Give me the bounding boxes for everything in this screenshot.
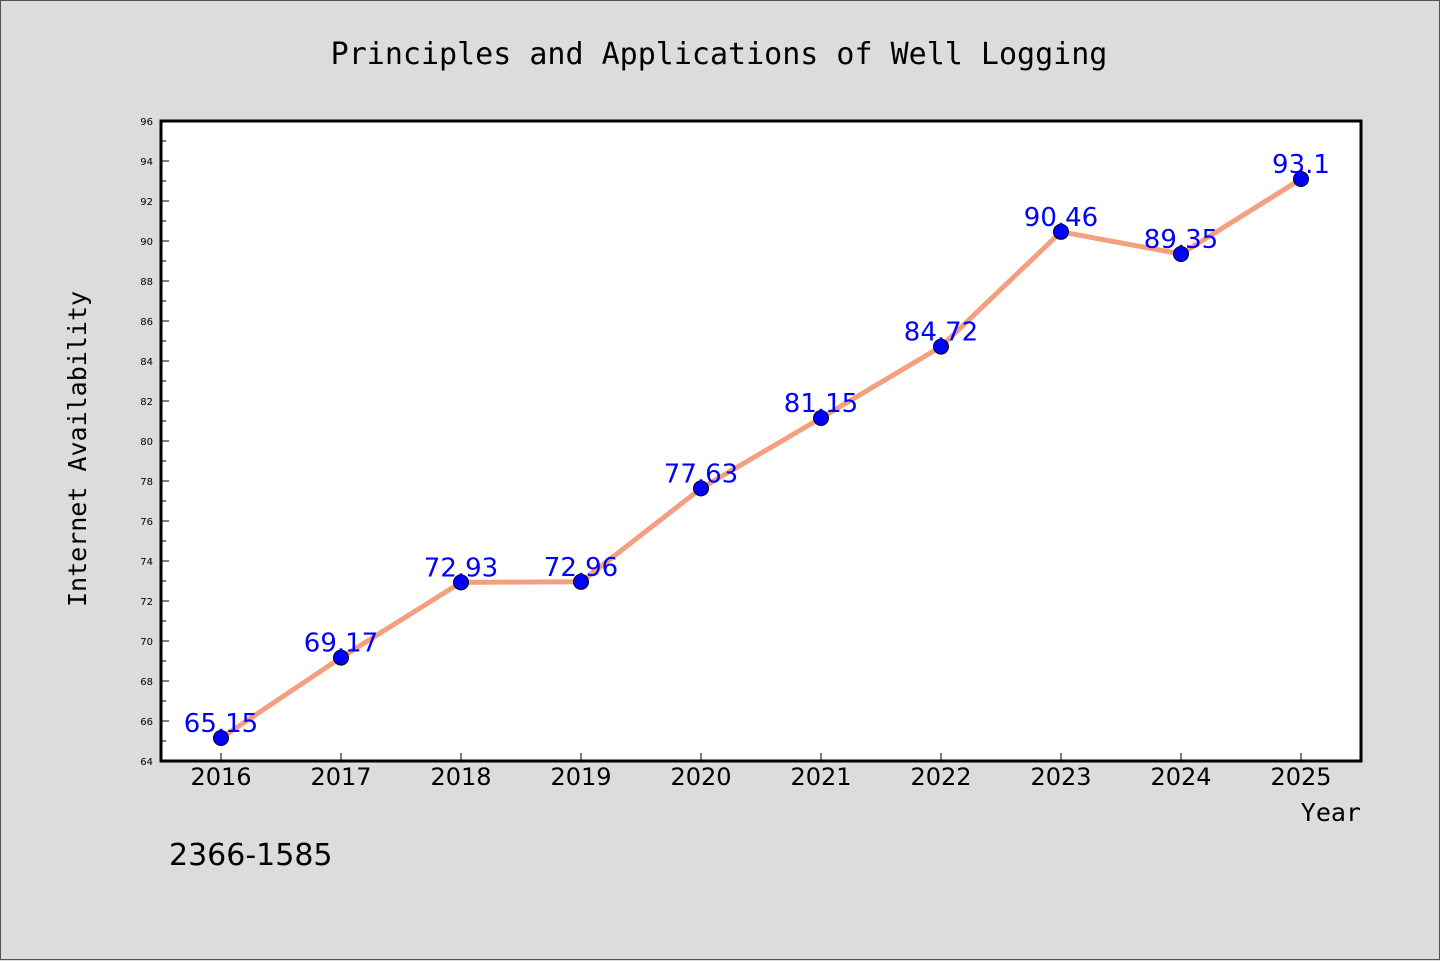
y-tick-label: 76: [140, 517, 153, 528]
y-tick-label: 72: [140, 597, 153, 608]
footnote-text: 2366-1585: [169, 838, 333, 873]
series-internet-availability: 65.15 69.17 72.93 72.96 77.63 81.15 84.72 90.46…: [184, 150, 1330, 746]
data-label: 90.46: [1024, 203, 1098, 233]
y-tick-label: 84: [140, 357, 153, 368]
data-point: [933, 338, 949, 355]
chart-title: Principles and Applications of Well Logg…: [331, 37, 1108, 72]
y-axis-label: Internet Availability: [63, 291, 92, 607]
y-tick-label: 90: [140, 237, 153, 248]
data-label: 89.35: [1144, 225, 1218, 255]
y-tick-label: 82: [140, 397, 153, 408]
y-tick-label: 96: [140, 117, 153, 128]
data-label: 72.93: [424, 553, 498, 583]
data-point: [1293, 171, 1309, 187]
y-tick-label: 68: [140, 677, 153, 688]
x-axis: 2016 2017 2018 2019 2020 2021 2022 2023 2024 2025: [190, 753, 1332, 791]
x-tick-label: 2025: [1270, 763, 1331, 791]
y-tick-label: 94: [140, 157, 153, 168]
data-label: 69.17: [304, 629, 378, 659]
data-point: [693, 480, 709, 497]
x-tick-label: 2019: [550, 763, 611, 791]
data-point: [1053, 223, 1069, 240]
x-tick-label: 2020: [670, 763, 731, 791]
x-tick-label: 2018: [430, 763, 491, 791]
data-label: 77.63: [664, 459, 738, 489]
data-label: 81.15: [784, 389, 858, 419]
data-point: [813, 410, 829, 426]
x-tick-label: 2022: [910, 763, 971, 791]
x-axis-label: Year: [1301, 798, 1361, 827]
x-tick-label: 2023: [1030, 763, 1091, 791]
data-point: [333, 649, 349, 666]
data-point: [1173, 246, 1189, 262]
x-tick-label: 2016: [190, 763, 251, 791]
y-tick-label: 70: [140, 637, 153, 648]
y-tick-label: 78: [140, 477, 153, 488]
data-point: [453, 574, 469, 591]
series-line: [219, 176, 1303, 741]
x-tick-label: 2024: [1150, 763, 1211, 791]
data-point: [573, 573, 589, 590]
data-label: 93.1: [1272, 150, 1330, 180]
data-label: 65.15: [184, 709, 258, 739]
y-tick-label: 86: [140, 317, 153, 328]
data-point: [213, 730, 229, 746]
y-tick-label: 88: [140, 277, 153, 288]
x-tick-label: 2017: [310, 763, 371, 791]
y-tick-label: 74: [140, 557, 153, 568]
y-tick-label: 92: [140, 197, 153, 208]
y-tick-label: 64: [140, 757, 153, 768]
x-tick-label: 2021: [790, 763, 851, 791]
y-tick-label: 66: [140, 717, 153, 728]
y-axis: 64 66 68 70 72 74 76 78 80 82 84 86 88 90 92 94 96: [140, 117, 169, 768]
data-label: 84.72: [904, 318, 978, 348]
plot-area: [159, 119, 1363, 763]
data-label: 72.96: [544, 553, 618, 583]
y-tick-label: 80: [140, 437, 153, 448]
